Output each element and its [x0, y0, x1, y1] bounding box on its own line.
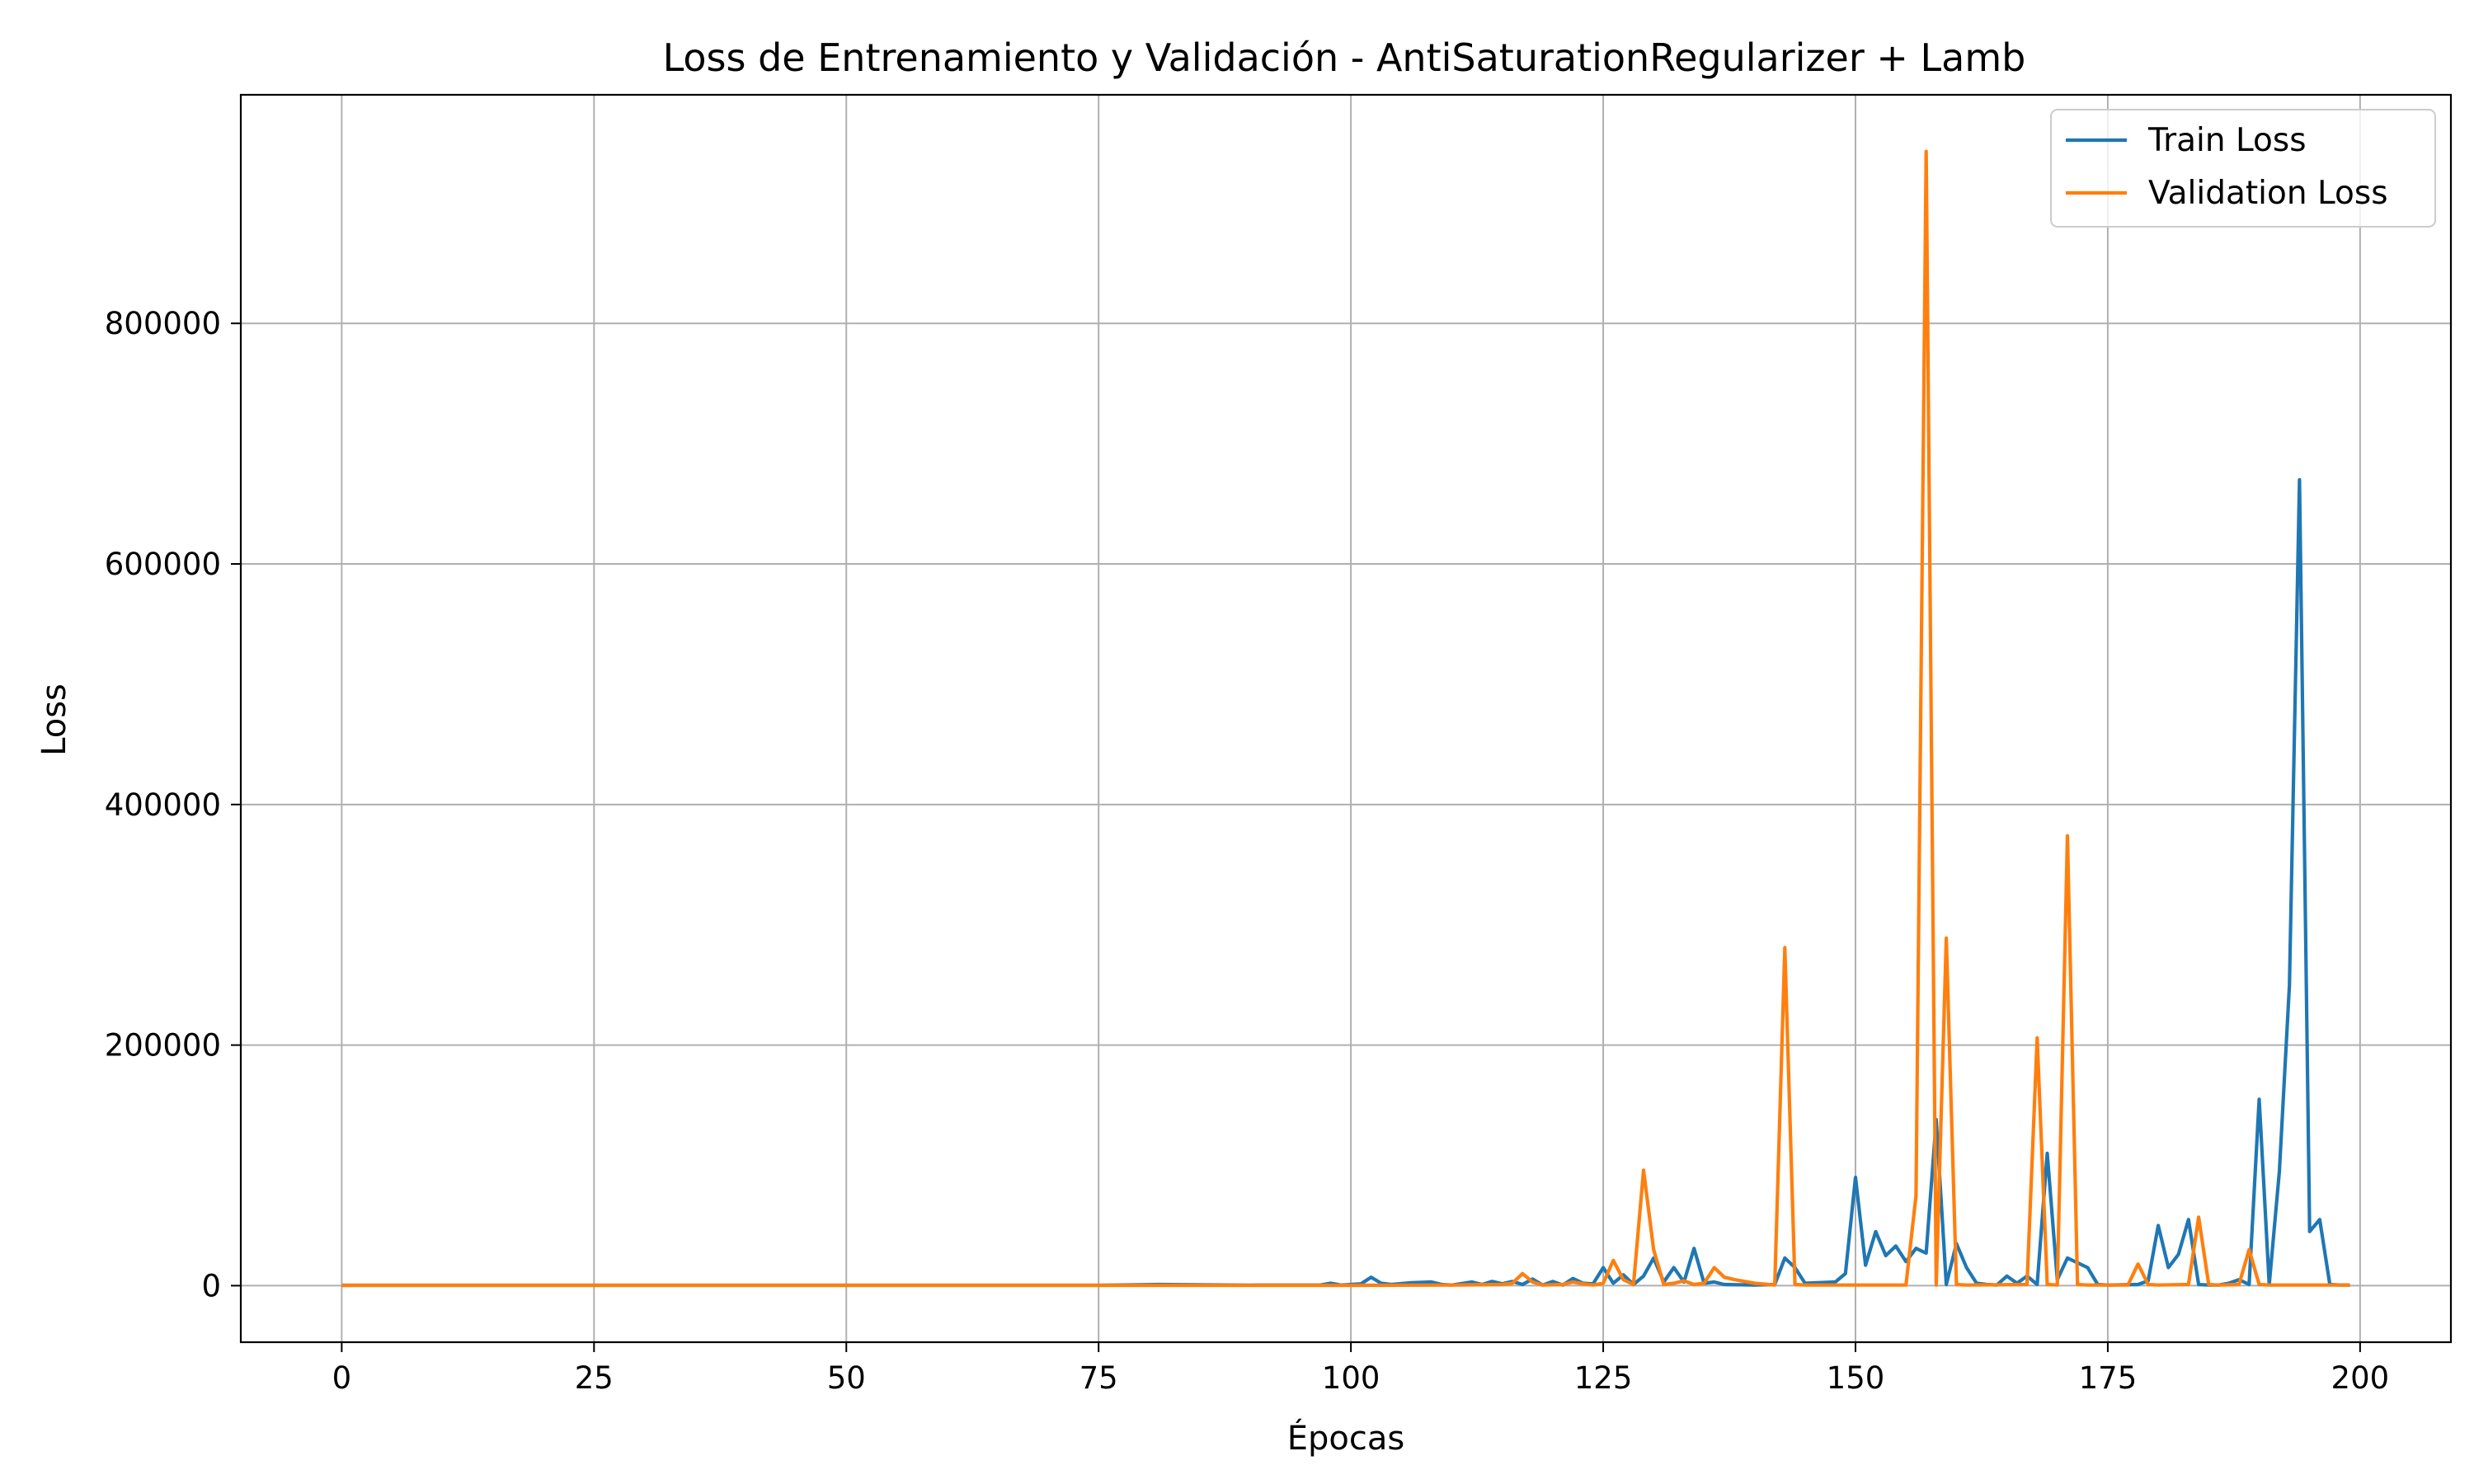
y-tick-label: 0: [201, 1268, 221, 1303]
chart-title: Loss de Entrenamiento y Validación - Ant…: [663, 35, 2026, 80]
x-tick-label: 150: [1827, 1360, 1885, 1396]
legend: Train Loss Validation Loss: [2050, 109, 2436, 228]
x-tick-label: 100: [1322, 1360, 1380, 1396]
legend-box: [2050, 109, 2436, 228]
x-axis-label: Épocas: [1287, 1418, 1404, 1458]
series-line-validation-loss: [341, 149, 2350, 1288]
legend-label: Train Loss: [2147, 122, 2307, 159]
y-axis-ticks: 0 200000 400000 600000 800000: [105, 306, 241, 1303]
x-tick-label: 25: [575, 1360, 614, 1396]
x-tick-label: 200: [2331, 1360, 2390, 1396]
y-tick-label: 600000: [105, 547, 221, 582]
series-layer: [341, 149, 2350, 1288]
x-tick-label: 125: [1574, 1360, 1633, 1396]
plot-frame: [239, 93, 2453, 1344]
y-axis-label: Loss: [35, 683, 73, 756]
x-tick-label: 175: [2079, 1360, 2138, 1396]
legend-label: Validation Loss: [2148, 175, 2388, 212]
y-tick-label: 200000: [105, 1028, 221, 1064]
y-tick-label: 400000: [105, 787, 221, 823]
x-tick-label: 0: [332, 1360, 352, 1396]
x-axis-ticks: 0 25 50 75 100 125 150 175 200: [332, 1342, 2390, 1396]
y-tick-label: 800000: [105, 306, 221, 341]
x-tick-label: 50: [827, 1360, 866, 1396]
x-tick-label: 75: [1079, 1360, 1118, 1396]
